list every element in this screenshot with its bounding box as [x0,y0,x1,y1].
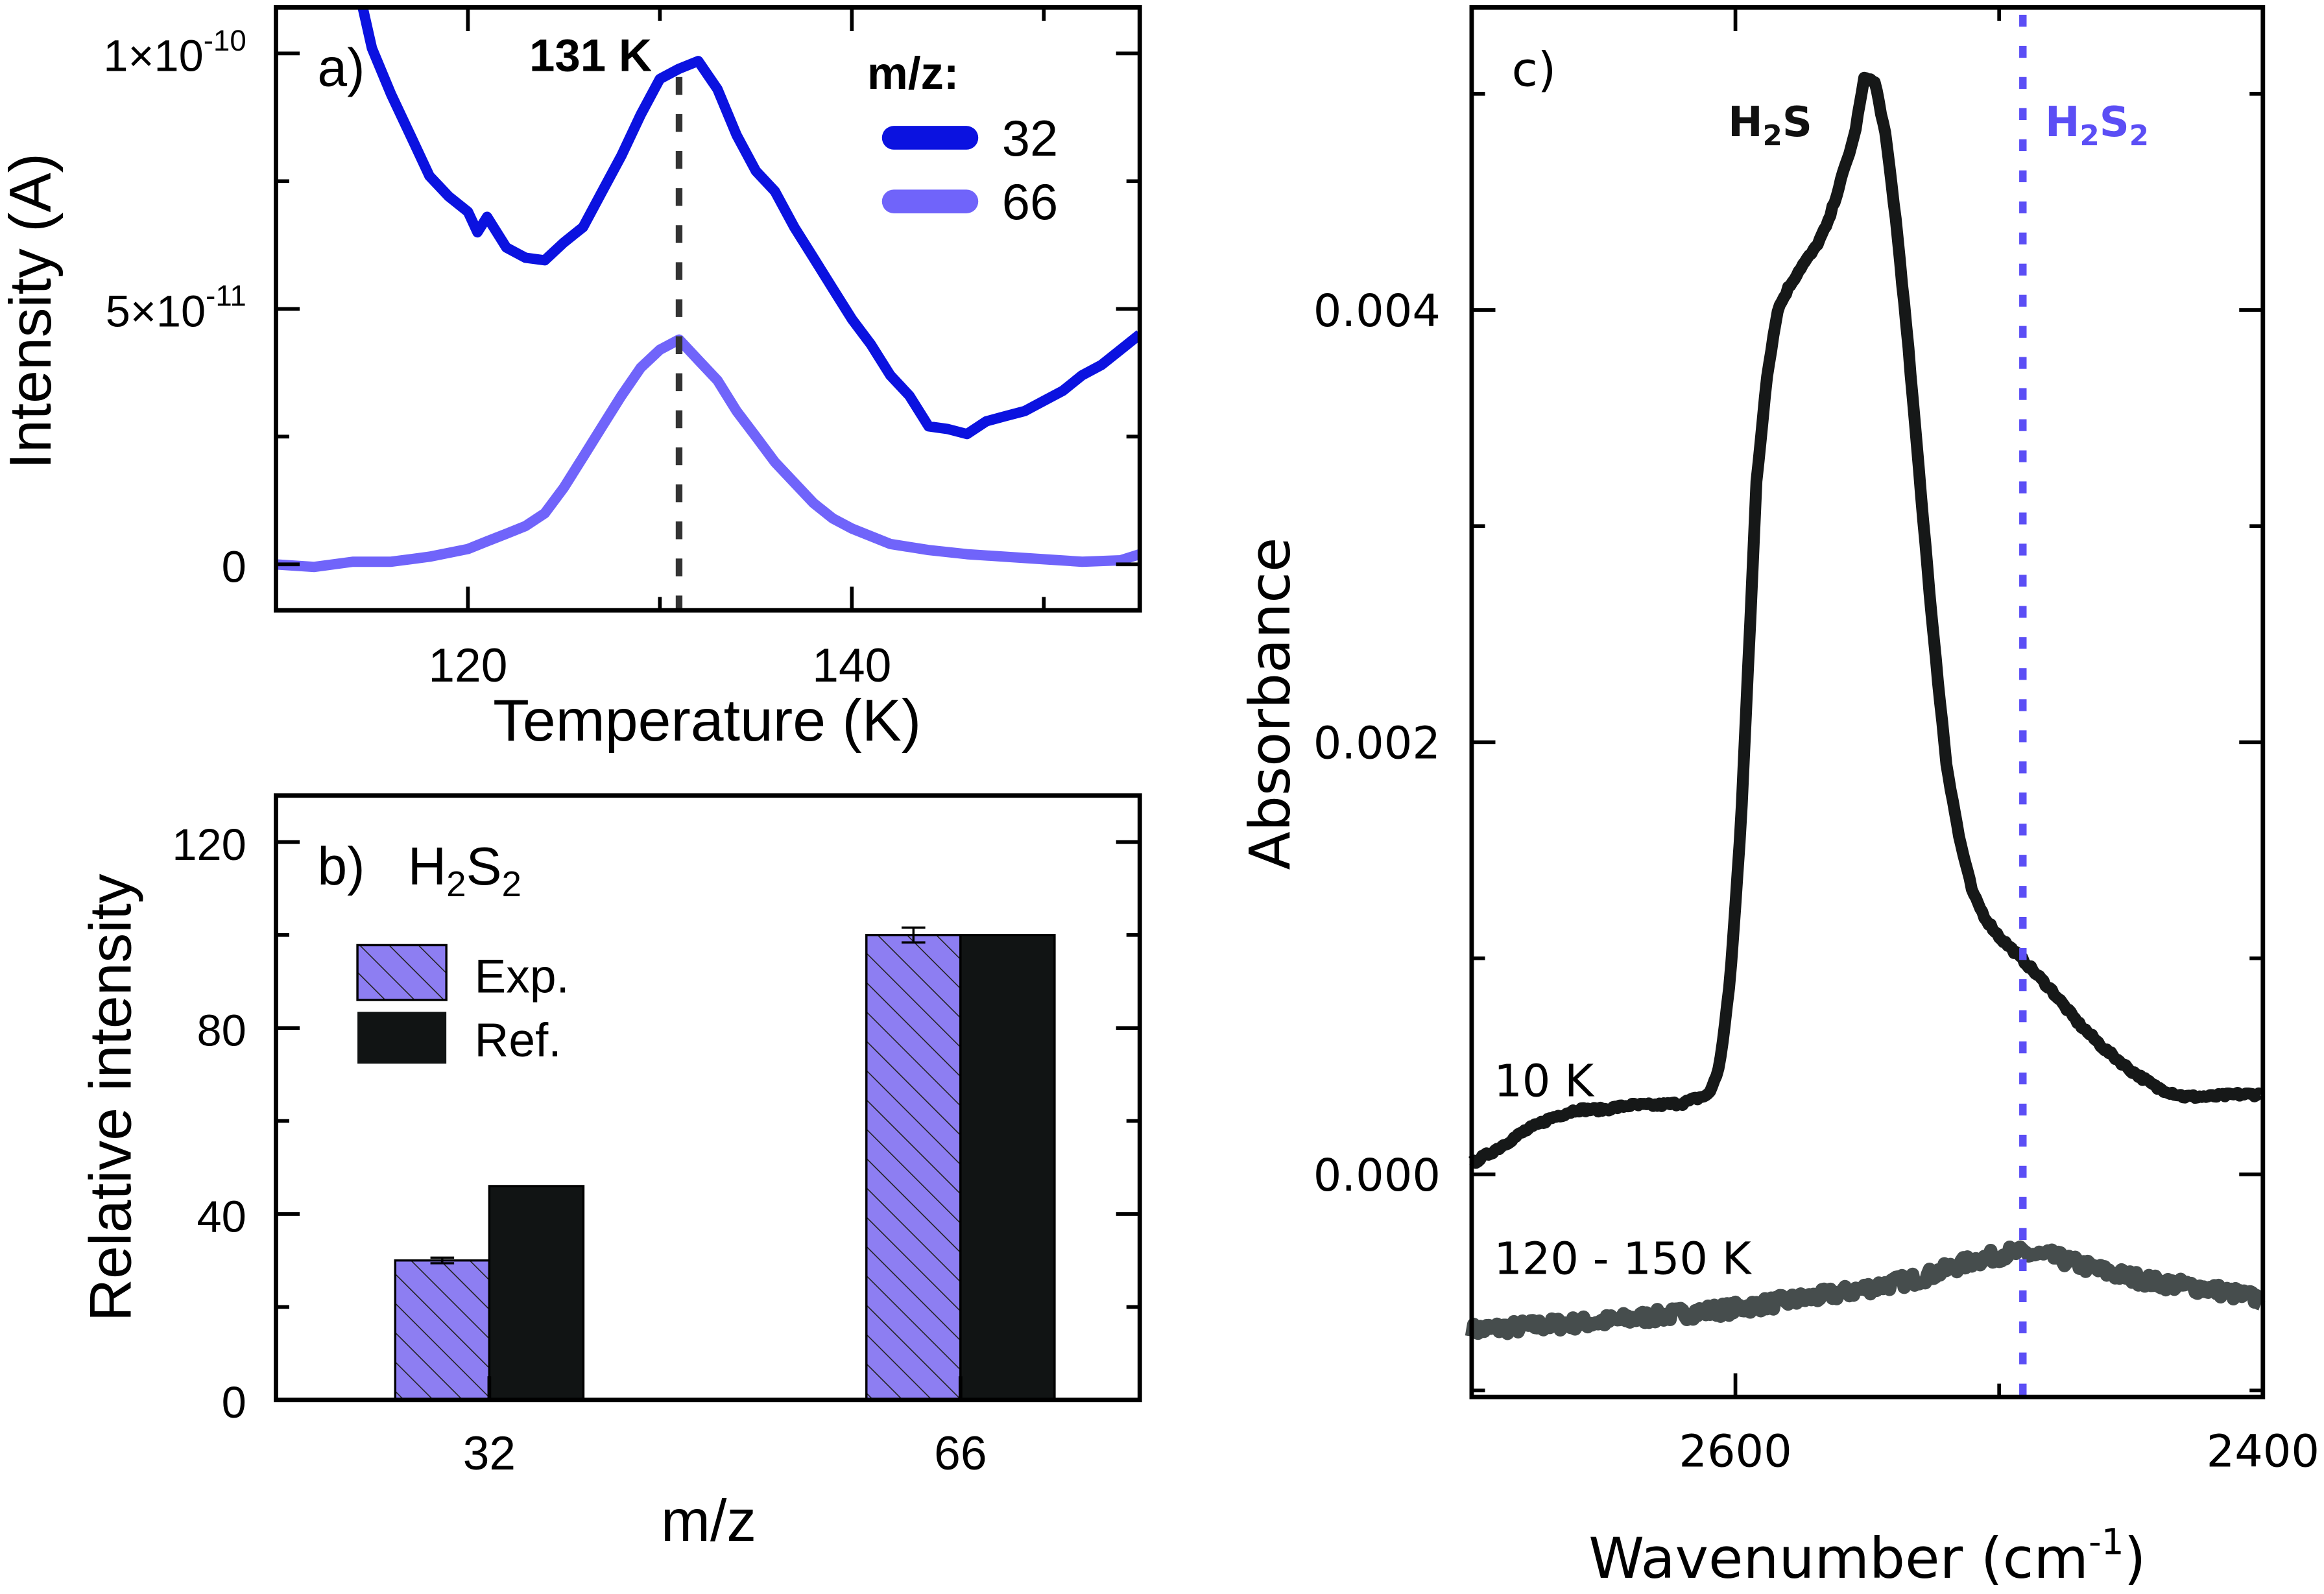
label-part: H [2045,99,2080,147]
panel-c-series [1465,71,2266,1340]
bar-exp-mz-32 [394,1259,491,1401]
bar-ref-mz-66 [959,934,1056,1401]
label-subscript: 2 [2129,120,2149,152]
bar-ref-mz-32 [488,1185,585,1401]
panel-b-bars [394,926,1056,1401]
x-tick-label: 2400 [2207,1426,2319,1478]
panel-c-frame [1469,5,2266,1399]
panel-b-title: H2S2 [408,837,521,904]
x-tick-label: 2600 [1679,1426,1791,1478]
xlabel-part: ) [2124,1526,2146,1591]
x-axis-title-b: m/z [661,1488,756,1554]
legend-label-exp: Exp. [475,951,569,1003]
peak-annotation: 131 K [529,30,652,82]
panel-b-label: b) [317,837,365,896]
xlabel-part: Wavenumber (cm [1588,1526,2089,1591]
x-tick-label: 66 [934,1427,987,1480]
title-subscript: 2 [501,864,521,904]
panel-c-ticks: 2600 2400 0.000 0.002 0.004 [1313,7,2319,1478]
y-tick-label: 0.002 [1313,718,1441,770]
panel-a-series [276,7,1140,573]
y-tick-label: 1×10-10 [103,24,246,81]
label-subscript: 2 [2080,120,2100,152]
label-part: H [1728,99,1763,147]
legend-label-32: 32 [1002,111,1058,167]
y-axis-title-a: Intensity (A) [0,153,64,469]
y-tick-label: 80 [197,1006,246,1056]
series-label-10k: 10 K [1494,1055,1595,1107]
panel-a-frame [274,5,1142,613]
panel-a-ticks: 120 140 0 5×10-11 1×10-10 [103,7,1140,692]
panel-b-ticks: 32 66 0 40 80 120 [172,820,1140,1480]
panel-a-label: a) [317,38,365,97]
legend-title: m/z: [867,48,959,99]
y-tick-label: 5×10-11 [106,280,246,337]
label-subscript: 2 [1763,120,1782,152]
title-part: H [408,837,446,896]
bar-exp-mz-66 [865,934,962,1401]
x-tick-label: 140 [812,639,891,692]
series-line-mz-66 [276,334,1140,573]
series-line-mz-32 [357,7,1140,440]
spectrum-line-120-150k [1465,1240,2266,1340]
legend-swatch-ref [357,1012,447,1064]
h2s-label: H2S [1728,99,1812,152]
label-part: S [2100,99,2129,147]
x-tick-label: 120 [428,639,507,692]
y-tick-label: 40 [197,1191,246,1241]
xlabel-superscript: -1 [2089,1521,2124,1562]
y-axis-title-c: Absorbance [1238,538,1303,870]
h2s2-label: H2S2 [2045,99,2149,152]
x-axis-title-a: Temperature (K) [493,687,921,754]
legend-swatch-exp [356,944,448,1001]
label-part: S [1782,99,1812,147]
legend-label-ref: Ref. [475,1014,562,1067]
title-part: S [466,837,502,896]
y-tick-label: 0 [222,542,246,592]
panel-c-label: c) [1512,42,1557,97]
y-tick-label: 0.000 [1313,1150,1441,1202]
y-tick-label: 0.004 [1313,285,1441,337]
x-tick-label: 32 [463,1427,516,1480]
spectrum-line-10k [1467,71,2265,1169]
legend-label-66: 66 [1002,174,1058,230]
y-tick-label: 0 [222,1377,246,1427]
panel-b-frame [274,793,1142,1403]
series-label-120-150k: 120 - 150 K [1494,1233,1753,1285]
title-subscript: 2 [446,864,466,904]
panel-a: 120 140 0 5×10-11 1×10-10 a) 131 K m/z: 32 6… [0,5,1142,754]
y-tick-label: 120 [172,820,246,870]
x-axis-title-c: Wavenumber (cm-1) [1588,1521,2146,1591]
y-axis-title-b: Relative intensity [78,874,144,1322]
